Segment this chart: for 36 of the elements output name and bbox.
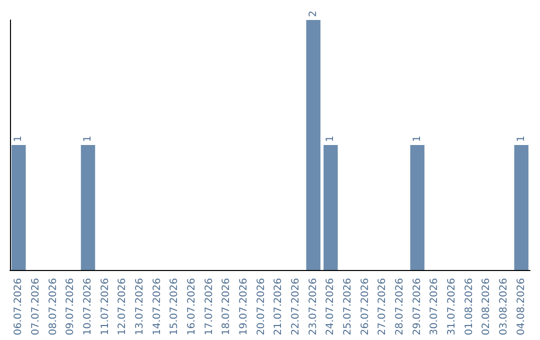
x-tick-label: 16.07.2026 <box>186 278 198 336</box>
x-tick-label: 13.07.2026 <box>134 278 146 336</box>
x-tick-label: 14.07.2026 <box>152 278 163 336</box>
x-tick-label: 09.07.2026 <box>65 278 76 336</box>
x-tick-label: 04.08.2026 <box>516 278 527 336</box>
x-tick-label: 21.07.2026 <box>273 278 284 336</box>
x-tick-label: 31.07.2026 <box>446 278 458 336</box>
x-tick-label: 12.07.2026 <box>117 278 128 336</box>
x-tick-label: 30.07.2026 <box>429 278 440 336</box>
x-tick-label: 25.07.2026 <box>342 278 354 336</box>
x-tick-label: 24.07.2026 <box>325 278 336 336</box>
x-tick-label: 08.07.2026 <box>48 278 59 336</box>
x-tick-label: 22.07.2026 <box>290 278 302 336</box>
x-tick-label: 11.07.2026 <box>100 278 111 336</box>
x-tick-label: 07.07.2026 <box>30 278 42 336</box>
data-label: 1 <box>516 136 527 142</box>
x-tick-label: 06.07.2026 <box>13 278 24 336</box>
data-label: 2 <box>308 10 319 17</box>
data-label: 1 <box>325 136 336 142</box>
x-tick-label: 27.07.2026 <box>377 278 388 336</box>
x-tick-label: 23.07.2026 <box>308 278 319 336</box>
x-tick-label: 10.07.2026 <box>82 278 94 336</box>
x-tick-label: 03.08.2026 <box>498 278 510 336</box>
x-tick-label: 20.07.2026 <box>256 278 267 336</box>
x-tick-label: 19.07.2026 <box>238 278 250 336</box>
data-label: 1 <box>412 136 423 142</box>
x-tick-label: 15.07.2026 <box>169 278 180 336</box>
x-tick-label: 01.08.2026 <box>464 278 475 336</box>
x-tick-label: 29.07.2026 <box>412 278 423 336</box>
data-label: 1 <box>13 136 24 142</box>
x-tick-label: 26.07.2026 <box>360 278 371 336</box>
x-tick-label: 18.07.2026 <box>221 278 232 336</box>
data-label: 1 <box>82 136 94 142</box>
x-tick-label: 28.07.2026 <box>394 278 406 336</box>
x-tick-label: 02.08.2026 <box>481 278 492 336</box>
x-tick-label: 17.07.2026 <box>204 278 215 336</box>
